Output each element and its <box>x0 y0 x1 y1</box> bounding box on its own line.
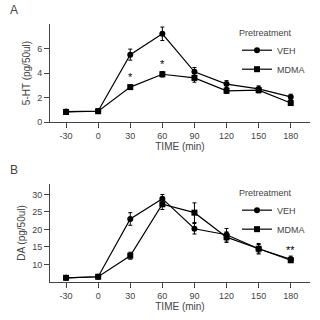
svg-text:4: 4 <box>37 68 42 78</box>
svg-text:-30: -30 <box>60 291 73 301</box>
svg-text:*: * <box>128 71 133 83</box>
svg-text:A: A <box>10 3 18 17</box>
svg-text:0: 0 <box>96 291 101 301</box>
svg-text:120: 120 <box>219 291 234 301</box>
svg-text:VEH: VEH <box>277 206 296 216</box>
svg-text:**: ** <box>286 244 295 256</box>
svg-text:15: 15 <box>32 242 42 252</box>
svg-text:180: 180 <box>283 291 298 301</box>
svg-text:TIME (min): TIME (min) <box>155 141 204 152</box>
svg-text:180: 180 <box>283 131 298 141</box>
svg-text:6: 6 <box>37 44 42 54</box>
svg-text:Pretreatment: Pretreatment <box>239 28 292 38</box>
svg-text:2: 2 <box>37 93 42 103</box>
svg-text:150: 150 <box>251 131 266 141</box>
svg-text:0: 0 <box>37 117 42 127</box>
svg-text:60: 60 <box>157 131 167 141</box>
svg-text:10: 10 <box>32 260 42 270</box>
svg-text:30: 30 <box>125 131 135 141</box>
svg-text:30: 30 <box>32 190 42 200</box>
svg-text:0: 0 <box>96 131 101 141</box>
svg-text:B: B <box>10 163 18 177</box>
svg-text:MDMA: MDMA <box>277 225 305 235</box>
svg-text:150: 150 <box>251 291 266 301</box>
svg-text:20: 20 <box>32 225 42 235</box>
svg-text:30: 30 <box>125 291 135 301</box>
svg-text:5-HT (pg/50ul): 5-HT (pg/50ul) <box>21 41 32 105</box>
svg-text:-30: -30 <box>60 131 73 141</box>
svg-text:VEH: VEH <box>277 46 296 56</box>
svg-text:90: 90 <box>189 291 199 301</box>
svg-text:25: 25 <box>32 207 42 217</box>
svg-text:MDMA: MDMA <box>277 65 305 75</box>
svg-text:*: * <box>160 58 165 70</box>
svg-text:TIME (min): TIME (min) <box>155 301 204 312</box>
svg-text:60: 60 <box>157 291 167 301</box>
svg-text:Pretreatment: Pretreatment <box>239 188 292 198</box>
svg-text:DA (pg/50ul): DA (pg/50ul) <box>16 205 27 261</box>
svg-text:120: 120 <box>219 131 234 141</box>
svg-text:90: 90 <box>189 131 199 141</box>
